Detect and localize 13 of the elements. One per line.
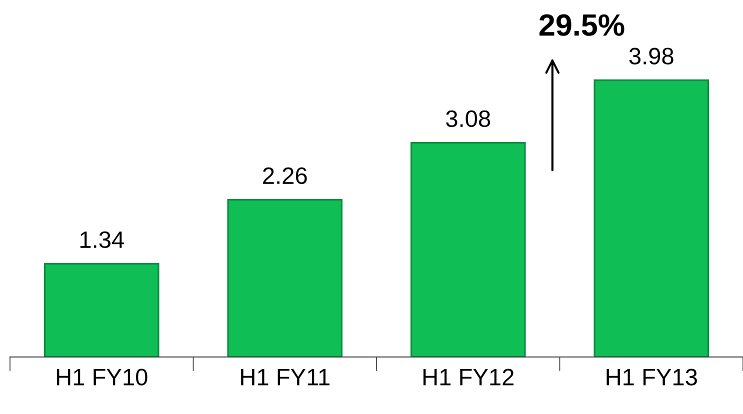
bar (594, 79, 710, 357)
x-tick-label: H1 FY12 (423, 368, 514, 386)
bar (44, 262, 160, 357)
text: 29.5% (539, 14, 624, 36)
data-label: 3.98 (629, 48, 674, 64)
data-label: 2.26 (263, 167, 307, 184)
data-label: 3.08 (446, 110, 490, 128)
x-tick-label: H1 FY10 (56, 368, 148, 386)
bar (227, 199, 343, 357)
x-tick-label: H1 FY11 (241, 368, 330, 386)
bar (410, 142, 526, 357)
x-tick-label: H1 FY13 (606, 368, 697, 386)
data-label: 1.34 (80, 231, 124, 248)
